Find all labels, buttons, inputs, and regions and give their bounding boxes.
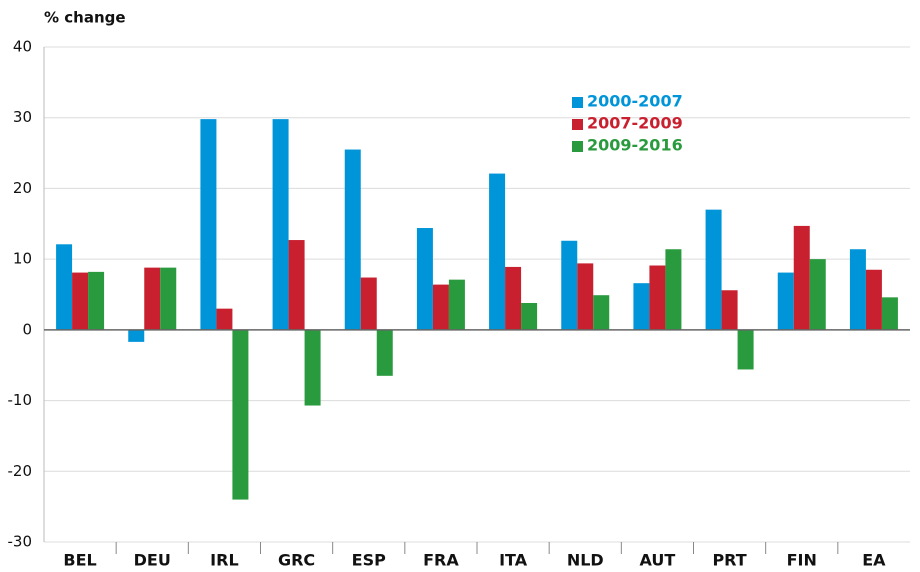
bar [416,228,433,330]
x-tick-label: BEL [63,551,96,570]
bar [56,244,73,330]
bar [360,277,377,330]
x-tick-label: PRT [712,551,746,570]
legend-swatch [572,141,583,152]
bar [705,209,722,330]
x-tick-label: ESP [352,551,386,570]
bar [304,329,321,406]
bar [793,225,810,330]
bar [737,329,754,370]
bar [665,249,682,330]
bar [88,271,105,330]
y-tick-label: 40 [13,38,32,56]
bar [809,259,826,330]
bar [144,267,161,330]
y-tick-label: -30 [8,533,33,551]
bar [216,308,233,330]
bar [561,240,578,330]
legend-label: 2000-2007 [587,92,683,111]
bar [160,267,177,330]
legend-swatch [572,97,583,108]
bar [521,302,538,330]
bar [777,272,794,330]
x-tick-label: FRA [423,551,459,570]
bar [881,297,898,330]
legend-label: 2007-2009 [587,114,683,133]
bar [649,265,666,330]
bar [72,272,89,330]
bar [432,284,449,330]
bar [288,240,305,330]
bar [633,283,650,330]
x-tick-label: NLD [567,551,604,570]
bar [489,173,506,330]
bar [232,329,249,500]
bar [344,149,361,330]
x-tick-label: AUT [640,551,676,570]
bar [865,269,882,330]
x-tick-label: ITA [499,551,528,570]
y-tick-label: 10 [13,250,32,268]
x-tick-label: IRL [210,551,238,570]
x-tick-label: GRC [278,551,315,570]
bar [577,263,594,330]
y-tick-label: 0 [22,320,32,338]
y-tick-label: -10 [8,391,33,409]
x-tick-label: EA [862,551,886,570]
bar [448,279,465,330]
y-axis-label: % change [44,9,126,27]
legend-label: 2009-2016 [587,136,683,155]
x-tick-label: DEU [134,551,171,570]
bar [849,249,866,330]
bar [721,290,738,330]
y-tick-label: 30 [13,108,32,126]
legend-swatch [572,119,583,130]
bar [272,119,289,330]
y-tick-label: 20 [13,179,32,197]
bar [505,266,522,330]
x-tick-label: FIN [787,551,817,570]
bar [200,119,217,330]
bar [128,329,145,342]
bar [593,295,610,330]
y-tick-label: -20 [8,462,33,480]
bar [376,329,393,376]
